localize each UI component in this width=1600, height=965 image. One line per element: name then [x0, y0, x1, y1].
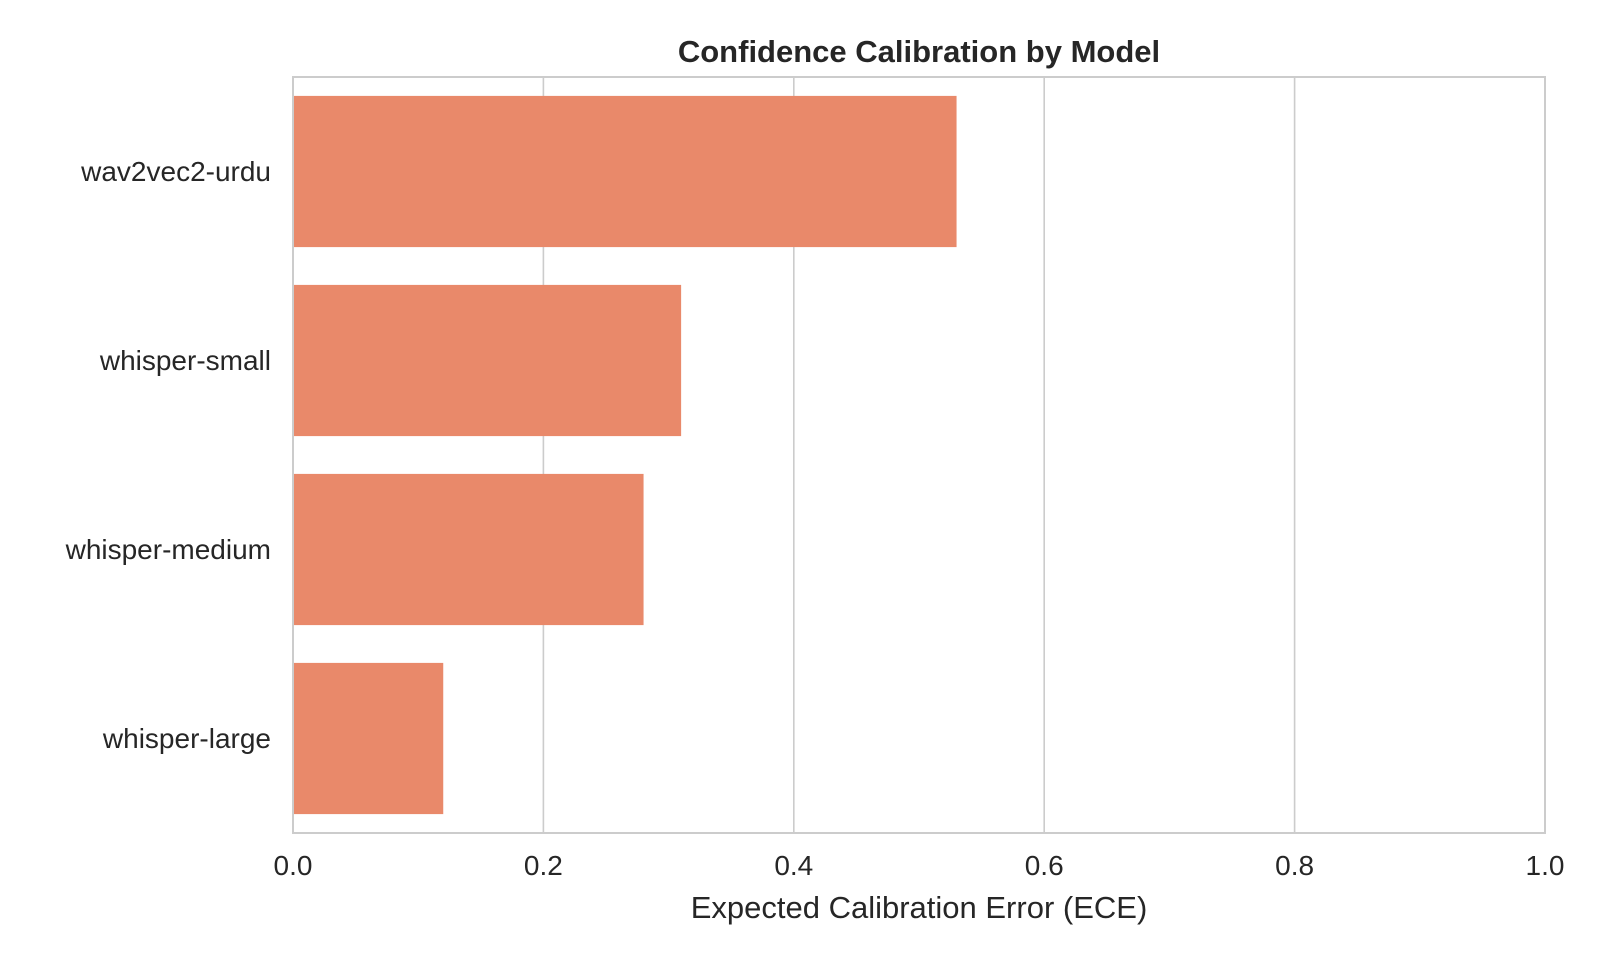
x-tick-labels: 0.0 0.2 0.4 0.6 0.8 1.0: [274, 850, 1565, 881]
x-tick-label: 0.8: [1275, 850, 1314, 881]
y-tick-label: wav2vec2-urdu: [80, 156, 271, 187]
y-tick-label: whisper-small: [99, 345, 271, 376]
bar-wav2vec2-urdu: [293, 95, 957, 248]
x-tick-label: 1.0: [1526, 850, 1565, 881]
x-tick-label: 0.6: [1025, 850, 1064, 881]
chart-title: Confidence Calibration by Model: [678, 34, 1160, 69]
y-tick-label: whisper-medium: [65, 534, 271, 565]
y-tick-labels: wav2vec2-urdu whisper-small whisper-medium…: [65, 156, 271, 754]
x-tick-label: 0.4: [774, 850, 813, 881]
bars: [293, 95, 957, 815]
plot-frame: [292, 76, 1546, 834]
x-axis-label: Expected Calibration Error (ECE): [691, 890, 1148, 925]
x-tick-label: 0.0: [274, 850, 313, 881]
bar-whisper-medium: [293, 473, 644, 626]
bar-whisper-large: [293, 662, 444, 815]
y-tick-label: whisper-large: [102, 723, 271, 754]
bar-whisper-small: [293, 284, 682, 437]
x-tick-label: 0.2: [524, 850, 563, 881]
